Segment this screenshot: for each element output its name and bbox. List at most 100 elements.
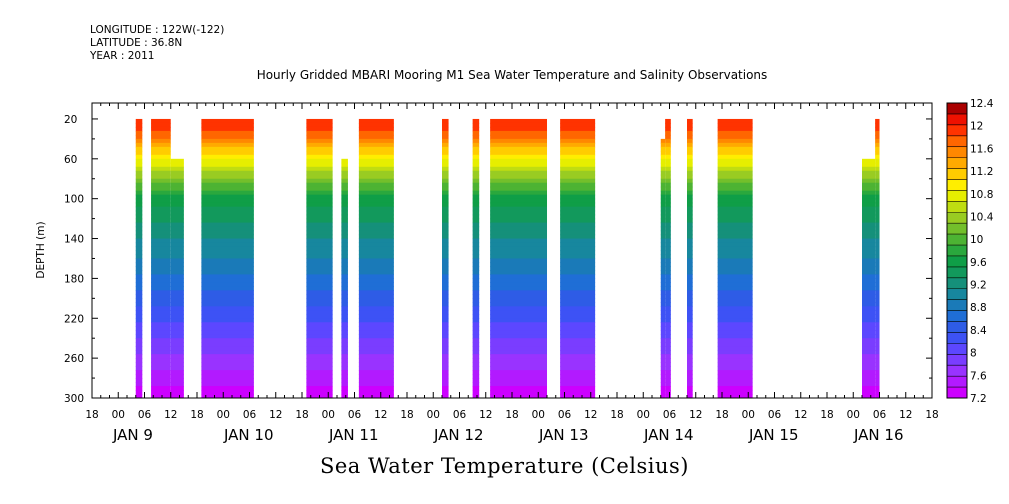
data-cell <box>862 186 876 192</box>
data-cell <box>862 326 876 331</box>
data-cell <box>472 386 480 391</box>
data-cell <box>472 142 480 148</box>
data-cell <box>862 182 876 188</box>
data-cell <box>687 358 693 363</box>
data-cell <box>490 314 548 319</box>
data-cell <box>875 394 880 398</box>
data-cell <box>490 238 548 244</box>
data-segment <box>170 158 184 398</box>
data-cell <box>135 118 143 124</box>
data-cell <box>442 326 449 331</box>
data-cell <box>151 138 171 144</box>
data-cell <box>660 350 666 355</box>
data-cell <box>341 302 348 307</box>
data-cell <box>170 210 184 216</box>
data-cell <box>170 202 184 208</box>
data-cell <box>442 138 449 144</box>
data-cell <box>490 262 548 268</box>
data-cell <box>341 198 348 204</box>
data-cell <box>490 266 548 272</box>
data-cell <box>306 310 333 315</box>
data-cell <box>135 254 143 260</box>
data-cell <box>442 170 449 176</box>
data-cell <box>660 386 666 391</box>
data-cell <box>660 374 666 379</box>
data-cell <box>151 286 171 291</box>
data-cell <box>875 354 880 359</box>
data-cell <box>135 130 143 136</box>
x-tick-label: 12 <box>374 409 387 421</box>
data-cell <box>306 378 333 383</box>
data-cell <box>472 238 480 244</box>
data-cell <box>306 142 333 148</box>
data-cell <box>201 154 254 160</box>
data-cell <box>472 162 480 168</box>
data-cell <box>341 314 348 319</box>
data-cell <box>560 266 596 272</box>
data-cell <box>490 142 548 148</box>
data-cell <box>717 350 753 355</box>
data-cell <box>306 298 333 303</box>
year-label: YEAR : 2011 <box>90 50 155 62</box>
x-tick-label: 18 <box>85 409 98 421</box>
data-cell <box>490 382 548 387</box>
data-cell <box>201 358 254 363</box>
data-cell <box>560 146 596 152</box>
data-cell <box>151 214 171 220</box>
data-cell <box>717 330 753 335</box>
colorbar-swatch <box>947 299 967 312</box>
data-cell <box>665 382 671 387</box>
data-cell <box>170 366 184 371</box>
data-cell <box>306 198 333 204</box>
data-cell <box>665 266 671 272</box>
data-cell <box>665 222 671 228</box>
data-cell <box>170 274 184 280</box>
data-cell <box>135 250 143 256</box>
data-cell <box>341 382 348 387</box>
data-cell <box>665 142 671 148</box>
data-cell <box>665 394 671 398</box>
data-cell <box>472 170 480 176</box>
data-cell <box>201 334 254 339</box>
data-cell <box>665 358 671 363</box>
data-cell <box>135 178 143 184</box>
data-cell <box>306 246 333 252</box>
data-segment <box>717 118 753 398</box>
data-cell <box>687 366 693 371</box>
data-cell <box>875 342 880 347</box>
x-tick-label: 06 <box>138 409 152 421</box>
data-cell <box>862 322 876 327</box>
data-cell <box>660 174 666 180</box>
data-cell <box>151 378 171 383</box>
data-cell <box>717 334 753 339</box>
data-cell <box>135 294 143 299</box>
data-cell <box>358 386 394 391</box>
data-cell <box>490 358 548 363</box>
data-cell <box>717 238 753 244</box>
colorbar-swatch <box>947 234 967 246</box>
data-cell <box>341 366 348 371</box>
data-cell <box>660 370 666 375</box>
data-cell <box>862 342 876 347</box>
data-cell <box>665 190 671 196</box>
data-cell <box>151 186 171 192</box>
data-cell <box>358 202 394 208</box>
data-cell <box>687 154 693 160</box>
y-tick-label: 300 <box>64 393 84 405</box>
colorbar-label: 11.2 <box>970 166 993 178</box>
data-cell <box>862 190 876 196</box>
data-cell <box>341 346 348 351</box>
data-cell <box>170 338 184 343</box>
data-cell <box>358 166 394 172</box>
colorbar-swatch <box>947 168 967 180</box>
data-cell <box>151 122 171 128</box>
data-cell <box>687 390 693 395</box>
data-cell <box>358 374 394 379</box>
data-cell <box>717 162 753 168</box>
data-cell <box>665 246 671 252</box>
latitude-label: LATITUDE : 36.8N <box>90 37 183 49</box>
data-cell <box>341 378 348 383</box>
data-cell <box>135 394 143 398</box>
x-tick-label: 18 <box>505 409 518 421</box>
data-cell <box>170 182 184 188</box>
